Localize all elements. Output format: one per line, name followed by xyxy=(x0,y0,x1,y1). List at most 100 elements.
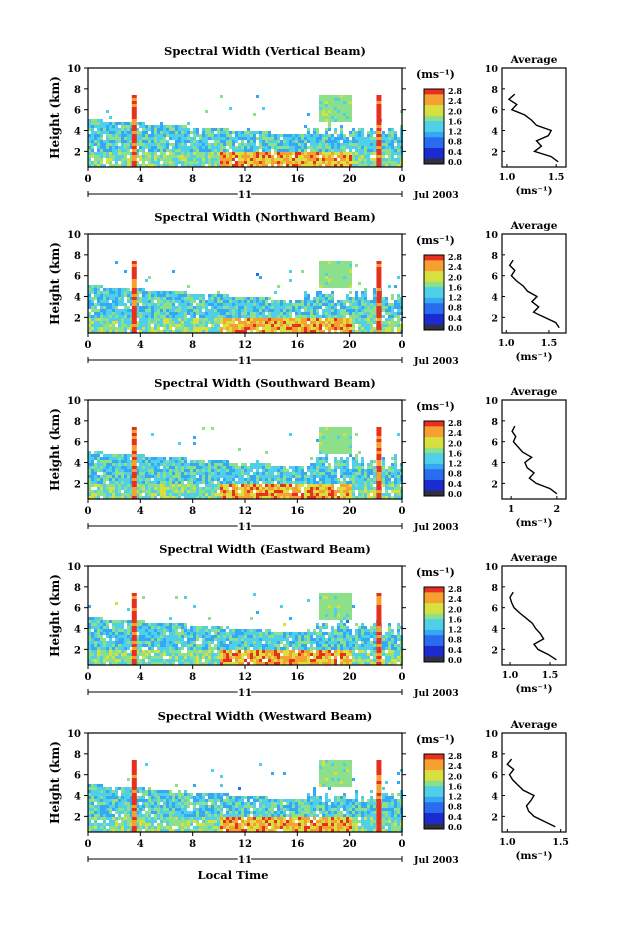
heatmap-cell xyxy=(316,487,319,490)
heatmap-cell xyxy=(382,297,385,300)
heatmap-cell xyxy=(268,309,271,312)
heatmap-cell xyxy=(385,164,388,167)
heatmap-cell xyxy=(343,493,346,496)
heatmap-cell xyxy=(319,164,322,167)
heatmap-cell xyxy=(247,306,250,309)
heatmap-cell xyxy=(214,128,217,131)
heatmap-cell xyxy=(331,318,334,321)
heatmap-cell xyxy=(142,309,145,312)
heatmap-cell xyxy=(331,436,334,439)
heatmap-cell xyxy=(304,493,307,496)
heatmap-cell xyxy=(148,297,151,300)
heatmap-cell xyxy=(253,309,256,312)
heatmap-cell xyxy=(343,472,346,475)
heatmap-cell xyxy=(283,137,286,140)
heatmap-cell xyxy=(364,164,367,167)
heatmap-cell xyxy=(205,152,208,155)
heatmap-cell xyxy=(331,448,334,451)
heatmap-cell xyxy=(343,478,346,481)
heatmap-cell xyxy=(193,460,196,463)
heatmap-cell xyxy=(115,306,118,309)
heatmap-cell xyxy=(184,327,187,330)
heatmap-cell xyxy=(217,303,220,306)
heatmap-cell xyxy=(349,430,352,433)
heatmap-cell xyxy=(211,475,214,478)
heatmap-cell xyxy=(310,315,313,318)
heatmap-cell xyxy=(352,131,355,134)
heatmap-cell xyxy=(370,140,373,143)
heatmap-cell xyxy=(115,638,118,641)
heatmap-cell xyxy=(178,300,181,303)
heatmap-cell xyxy=(397,306,400,309)
heatmap-cell xyxy=(385,475,388,478)
heatmap-cell xyxy=(190,158,193,161)
heatmap-cell xyxy=(160,152,163,155)
heatmap-cell xyxy=(118,291,121,294)
heatmap-cell xyxy=(316,146,319,149)
heatmap-cell xyxy=(382,324,385,327)
heatmap-cell xyxy=(169,490,172,493)
heatmap-cell xyxy=(142,472,145,475)
colorbar-swatch xyxy=(424,121,444,127)
heatmap-cell xyxy=(106,312,109,315)
heatmap-cell xyxy=(307,300,310,303)
heatmap-cell xyxy=(388,496,391,499)
heatmap-cell xyxy=(166,315,169,318)
heatmap-cell xyxy=(91,324,94,327)
heatmap-cell xyxy=(271,140,274,143)
heatmap-cell xyxy=(325,442,328,445)
heatmap-cell xyxy=(118,457,121,460)
heatmap-cell xyxy=(334,113,337,116)
heatmap-cell xyxy=(352,460,355,463)
heatmap-cell xyxy=(331,297,334,300)
heatmap-cell xyxy=(172,312,175,315)
heatmap-cell xyxy=(298,496,301,499)
heatmap-cell xyxy=(124,472,127,475)
heatmap-cell xyxy=(268,469,271,472)
heatmap-cell xyxy=(193,131,196,134)
heatmap-cell xyxy=(316,321,319,324)
heatmap-cell xyxy=(139,469,142,472)
heatmap-cell xyxy=(94,620,97,623)
heatmap-cell xyxy=(367,143,370,146)
heatmap-cell xyxy=(268,152,271,155)
heatmap-cell xyxy=(112,632,115,635)
heatmap-cell xyxy=(217,152,220,155)
heatmap-cell xyxy=(106,294,109,297)
heatmap-cell xyxy=(346,487,349,490)
heatmap-cell xyxy=(169,324,172,327)
heatmap-cell xyxy=(91,653,94,656)
colorbar-swatch xyxy=(424,421,444,427)
heatmap-cell xyxy=(175,321,178,324)
heatmap-cell xyxy=(115,457,118,460)
heatmap-cell xyxy=(166,463,169,466)
heatmap-cell xyxy=(208,490,211,493)
heatmap-cell xyxy=(352,146,355,149)
heatmap-cell xyxy=(166,659,169,662)
heatmap-cell xyxy=(229,315,232,318)
heatmap-cell xyxy=(358,315,361,318)
heatmap-cell xyxy=(139,134,142,137)
spike-cell xyxy=(376,158,382,161)
heatmap-cell xyxy=(349,116,352,119)
heatmap-cell xyxy=(292,475,295,478)
heatmap-cell xyxy=(244,309,247,312)
heatmap-cell xyxy=(370,161,373,164)
heatmap-cell xyxy=(121,469,124,472)
heatmap-cell xyxy=(304,315,307,318)
heatmap-cell xyxy=(352,472,355,475)
heatmap-cell xyxy=(214,300,217,303)
heatmap-cell xyxy=(127,318,130,321)
heatmap-cell xyxy=(187,309,190,312)
heatmap-cell xyxy=(136,662,139,665)
heatmap-cell xyxy=(157,140,160,143)
heatmap-cell xyxy=(139,484,142,487)
heatmap-cell xyxy=(265,475,268,478)
heatmap-cell xyxy=(199,306,202,309)
heatmap-cell xyxy=(304,496,307,499)
heatmap-cell xyxy=(373,309,376,312)
heatmap-cell xyxy=(130,629,133,632)
heatmap-cell xyxy=(181,158,184,161)
average-profile-line xyxy=(507,93,559,163)
heatmap-cell xyxy=(346,137,349,140)
